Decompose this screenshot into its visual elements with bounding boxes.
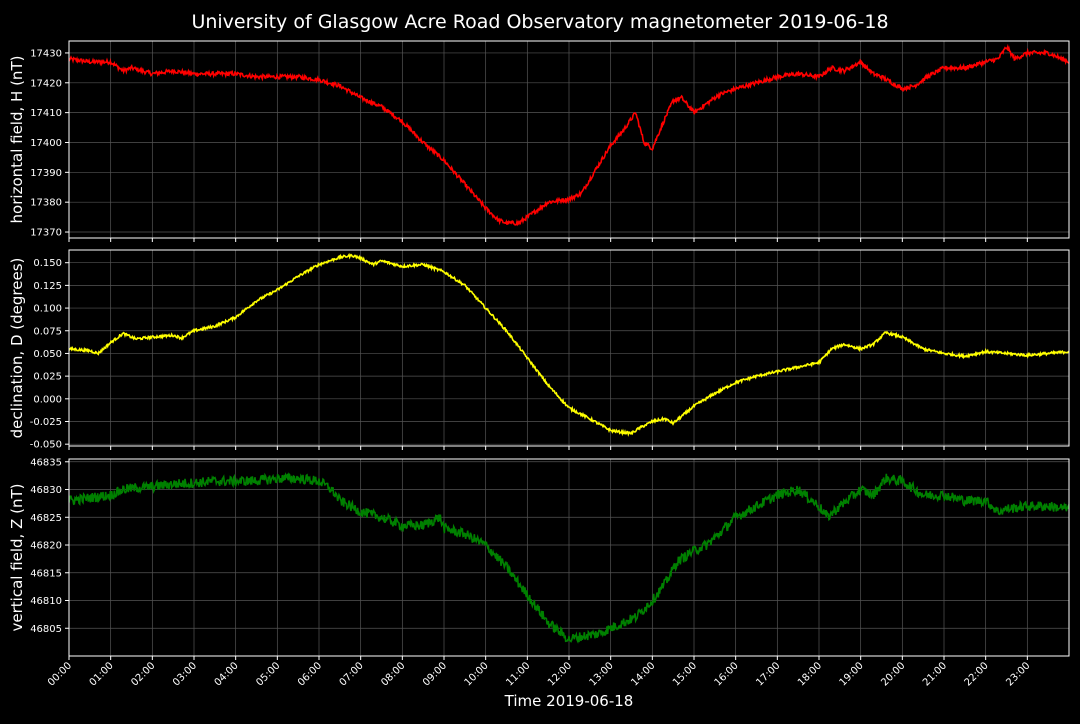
y-axis-label: horizontal field, H (nT) <box>8 56 26 224</box>
x-tick-label: 13:00 <box>588 660 616 688</box>
y-tick-label: 46835 <box>30 457 62 468</box>
x-tick-label: 02:00 <box>129 660 157 688</box>
x-tick-label: 03:00 <box>171 660 199 688</box>
y-tick-label: 0.150 <box>33 258 62 269</box>
x-tick-label: 20:00 <box>879 660 907 688</box>
x-tick-label: 11:00 <box>504 660 532 688</box>
y-tick-label: 46825 <box>30 513 62 524</box>
x-tick-label: 12:00 <box>546 660 574 688</box>
series-line <box>69 472 1069 644</box>
y-tick-label: 0.100 <box>33 304 62 315</box>
y-tick-label: 17410 <box>30 108 62 119</box>
y-tick-label: 0.025 <box>33 372 62 383</box>
x-tick-label: 16:00 <box>713 660 741 688</box>
x-tick-label: 06:00 <box>296 660 324 688</box>
x-tick-label: 22:00 <box>963 660 991 688</box>
panel-1: 17370 17380 17390 17400 17410 17420 17430 horiz… <box>8 40 1070 242</box>
y-axis-label: declination, D (degrees) <box>8 258 26 439</box>
y-tick-label: 17370 <box>30 228 62 239</box>
y-tick-label: -0.025 <box>30 417 62 428</box>
y-tick-label: 17400 <box>30 138 62 149</box>
y-tick-label: 17420 <box>30 78 62 89</box>
y-tick-label: 46820 <box>30 541 62 552</box>
panel-frame <box>68 40 1070 239</box>
y-tick-label: 17380 <box>30 198 62 209</box>
y-tick-label: -0.050 <box>30 440 62 451</box>
y-tick-label: 0.050 <box>33 349 62 360</box>
panel-3: 46805 46810 46815 46820 46825 46830 46835 verti… <box>8 457 1070 660</box>
chart-panels: 17370 17380 17390 17400 17410 17420 17430 horiz… <box>8 40 1070 660</box>
y-tick-label: 46830 <box>30 485 62 496</box>
y-tick-label: 0.075 <box>33 326 62 337</box>
x-tick-label: 15:00 <box>671 660 699 688</box>
x-tick-label: 19:00 <box>838 660 866 688</box>
x-tick-label: 08:00 <box>379 660 407 688</box>
x-tick-label: 09:00 <box>421 660 449 688</box>
panel-2: -0.050 -0.025 0.000 0.025 0.050 0.075 0.100 0.1… <box>8 249 1070 451</box>
x-axis-label: Time 2019-06-18 <box>504 692 634 710</box>
x-tick-label: 17:00 <box>754 660 782 688</box>
x-axis-ticks: 00:00 01:00 02:00 03:00 04:00 05:00 06:00 07:00… <box>46 660 1032 688</box>
chart-title: University of Glasgow Acre Road Observat… <box>191 11 888 33</box>
series-line <box>69 43 1069 227</box>
y-tick-label: 46805 <box>30 624 62 635</box>
panel-frame <box>68 249 1070 447</box>
x-tick-label: 07:00 <box>338 660 366 688</box>
y-axis-label: vertical field, Z (nT) <box>8 483 26 631</box>
y-tick-label: 0.125 <box>33 281 62 292</box>
x-tick-label: 00:00 <box>46 660 74 688</box>
x-tick-label: 23:00 <box>1004 660 1032 688</box>
y-tick-label: 46815 <box>30 568 62 579</box>
y-tick-label: 46810 <box>30 596 62 607</box>
x-tick-label: 05:00 <box>254 660 282 688</box>
series-line <box>69 252 1069 437</box>
y-tick-label: 0.000 <box>33 394 62 405</box>
y-tick-label: 17430 <box>30 48 62 59</box>
x-tick-label: 04:00 <box>213 660 241 688</box>
panel-frame <box>68 458 1070 657</box>
x-tick-label: 01:00 <box>88 660 116 688</box>
x-tick-label: 18:00 <box>796 660 824 688</box>
x-tick-label: 10:00 <box>463 660 491 688</box>
x-tick-label: 21:00 <box>921 660 949 688</box>
y-tick-label: 17390 <box>30 168 62 179</box>
x-tick-label: 14:00 <box>629 660 657 688</box>
